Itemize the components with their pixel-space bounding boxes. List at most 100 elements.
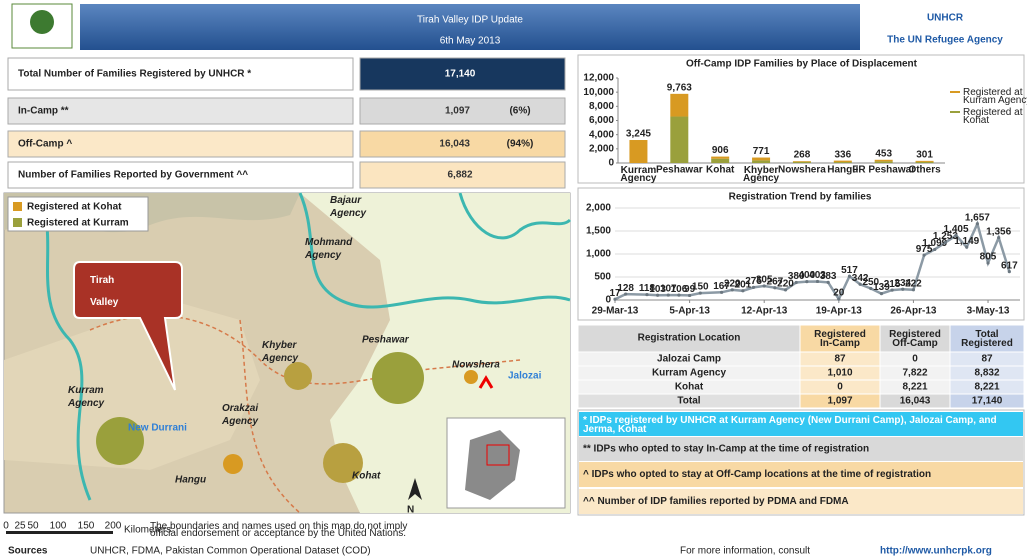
map-label: Hangu <box>175 475 206 486</box>
point <box>815 279 820 284</box>
bar <box>670 116 689 163</box>
data-label: 103 <box>649 284 666 295</box>
data-label: 1,149 <box>954 236 979 247</box>
x-tick-label: 3-May-13 <box>967 306 1010 317</box>
table-text: 8,221 <box>902 382 927 393</box>
point <box>741 289 745 293</box>
x-tick-label: Others <box>908 165 941 176</box>
note: ** IDPs who opted to stay In-Camp at the… <box>583 444 869 455</box>
table-text: 16,043 <box>900 396 931 407</box>
data-label: 167 <box>713 281 730 292</box>
info: For more information, consult <box>680 546 810 557</box>
data-label: 118 <box>639 283 656 294</box>
bar <box>792 161 811 163</box>
point <box>997 236 1001 240</box>
map-label: Jalozai <box>508 371 542 382</box>
data-label: 268 <box>794 150 811 161</box>
stat-label-box <box>7 97 354 125</box>
stat-label-box <box>7 161 354 189</box>
boundary <box>239 319 301 514</box>
map-label: N <box>407 505 414 516</box>
y-tick-label: 4,000 <box>589 129 614 140</box>
point <box>698 291 702 295</box>
map-label: Bajaur Agency <box>329 195 367 219</box>
y-tick-label: 2,000 <box>589 143 614 154</box>
table-header-cell <box>949 324 1025 353</box>
data-label: 336 <box>834 149 851 160</box>
scale-label: 25 <box>14 521 26 532</box>
point <box>911 288 916 292</box>
map-label: New Durrani <box>128 423 187 434</box>
stat-label-box <box>7 57 354 91</box>
point <box>954 233 958 237</box>
stat-label: Total Number of Families Registered by U… <box>18 69 251 80</box>
stat-value: 6,882 <box>447 170 472 181</box>
map-legend <box>7 196 149 232</box>
north-arrow <box>408 478 422 500</box>
data-label: 220 <box>777 279 794 290</box>
table-header: Registered In-Camp <box>814 329 866 349</box>
stat-share: (94%) <box>507 139 534 150</box>
legend-swatch <box>950 91 960 93</box>
bar <box>915 160 934 162</box>
bar <box>629 140 648 163</box>
table-text: Kohat <box>675 382 704 393</box>
scale-bar <box>6 531 113 534</box>
y-tick-label: 1,500 <box>586 226 611 237</box>
site <box>372 352 424 404</box>
map-label: Nowshera <box>452 360 500 371</box>
point <box>933 247 937 252</box>
data-label: 906 <box>712 145 729 156</box>
logo: UNHCR <box>927 13 964 24</box>
data-label: 400 <box>798 270 815 281</box>
scale-label: 50 <box>27 521 39 532</box>
bar <box>752 157 771 161</box>
data-label: 106 <box>671 284 688 295</box>
data-label: 975 <box>916 244 933 255</box>
x-tick-label: FR Peshawar <box>852 165 915 176</box>
point <box>751 285 756 289</box>
stat-value: 17,140 <box>445 69 476 80</box>
bar <box>833 160 852 163</box>
map-label: Mohmand Agency <box>304 237 353 261</box>
data-label: 305 <box>756 275 773 286</box>
point <box>666 293 670 297</box>
stat-value: 1,097 <box>445 106 470 117</box>
river <box>298 192 571 309</box>
y-tick-label: 1,000 <box>586 249 611 260</box>
bar <box>752 160 771 163</box>
data-label: 805 <box>980 252 997 263</box>
river <box>458 192 572 240</box>
camp-marker <box>478 375 494 389</box>
bar <box>874 161 893 163</box>
data-label: 215 <box>884 279 901 290</box>
data-label: 3,245 <box>626 129 651 140</box>
data-label: 99 <box>684 284 696 295</box>
table-text: 87 <box>981 354 993 365</box>
stat-label-box <box>7 130 354 158</box>
data-label: 380 <box>788 271 805 282</box>
data-label: 383 <box>820 271 837 282</box>
point <box>762 284 766 288</box>
point <box>645 292 649 297</box>
stat-value-box <box>359 57 566 91</box>
logo-sub: The UN Refugee Agency <box>887 35 1003 46</box>
point <box>975 222 979 226</box>
chart-title: Registration Trend by families <box>729 192 872 203</box>
data-label: 17 <box>609 288 621 299</box>
table-header-cell <box>799 324 881 353</box>
y-tick-label: 8,000 <box>589 101 614 112</box>
sources-label: Sources <box>8 546 48 557</box>
table-text: 1,097 <box>827 396 852 407</box>
emblem-mark <box>30 10 54 34</box>
x-tick-label: 5-Apr-13 <box>669 306 710 317</box>
x-tick-label: 26-Apr-13 <box>890 306 937 317</box>
stat-label: Number of Families Reported by Governmen… <box>18 170 248 181</box>
stat-value-box <box>359 161 566 189</box>
point <box>943 240 947 244</box>
x-tick-label: 12-Apr-13 <box>741 306 788 317</box>
subtitle: 6th May 2013 <box>440 36 501 47</box>
point <box>1007 270 1011 274</box>
legend-label: Registered at Kohat <box>963 107 1023 126</box>
legend-swatch <box>13 218 22 227</box>
